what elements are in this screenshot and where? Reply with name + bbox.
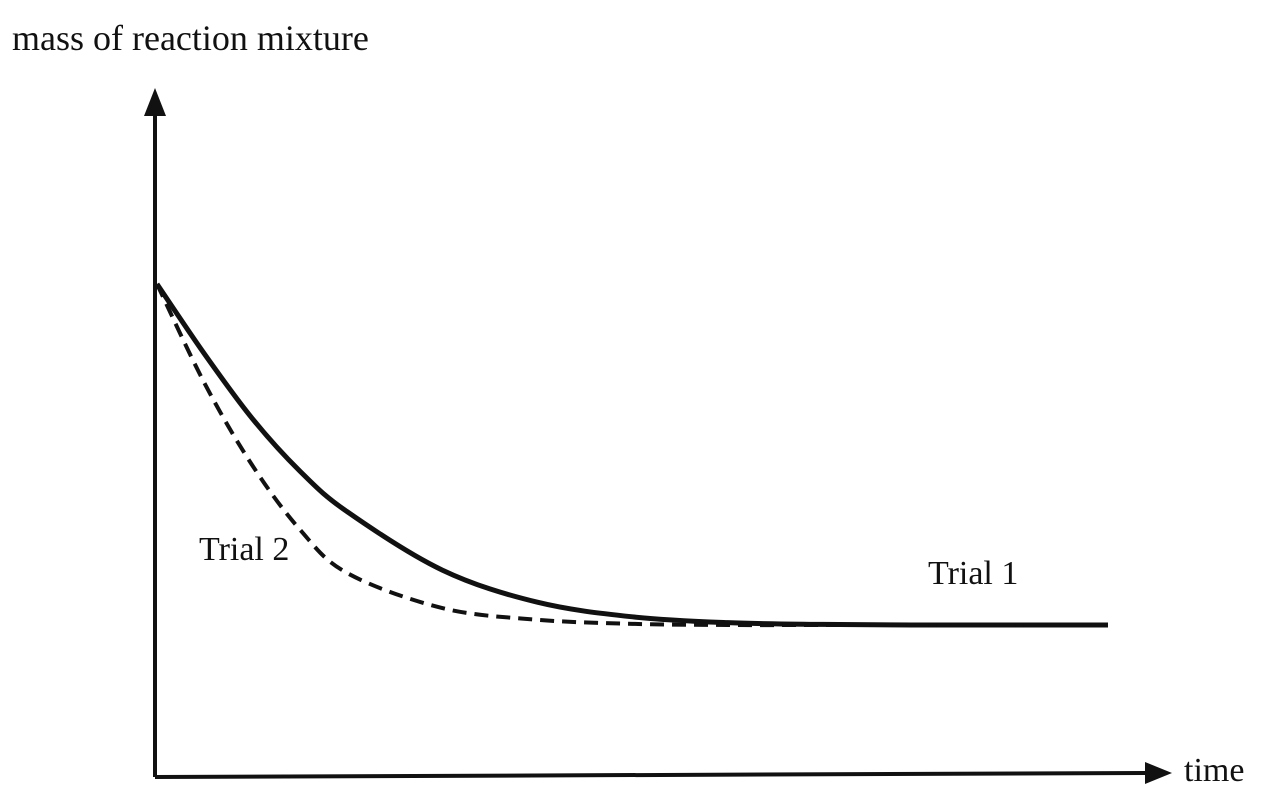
x-axis-arrow-icon — [1145, 762, 1172, 784]
series-line-trial-2 — [155, 283, 1109, 628]
series-layer — [154, 282, 1109, 628]
series-label-layer: Trial 1 Trial 2 — [199, 531, 1018, 592]
x-axis-label: time — [1184, 752, 1244, 789]
series-label-trial-2: Trial 2 — [199, 531, 289, 568]
y-axis-arrow-icon — [144, 88, 166, 116]
y-axis-label: mass of reaction mixture — [12, 18, 369, 58]
series-label-trial-1: Trial 1 — [928, 555, 1018, 592]
x-axis — [154, 771, 1149, 779]
